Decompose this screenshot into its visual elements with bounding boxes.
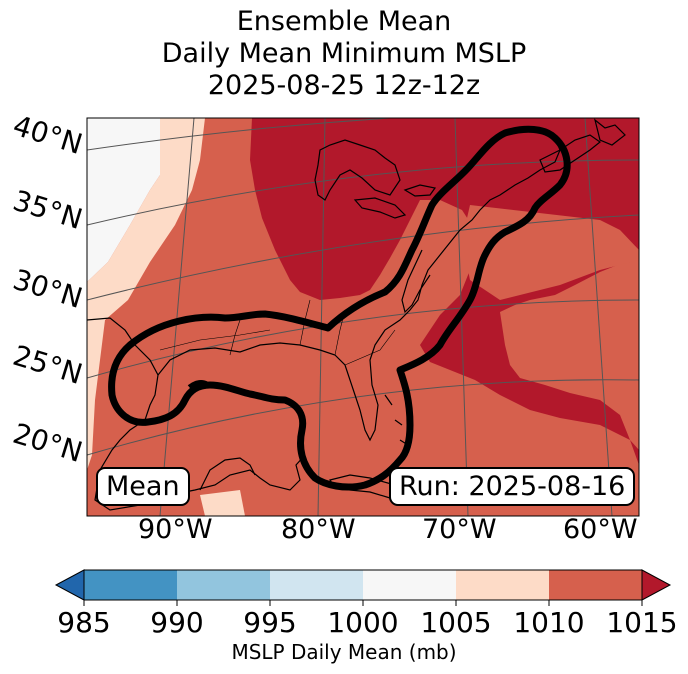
colorbar-1005-1010 bbox=[456, 570, 549, 600]
colorbar-tick-1015: 1015 bbox=[606, 606, 678, 639]
lon-label-70w: 70°W bbox=[422, 514, 497, 545]
parallel-20 bbox=[87, 379, 639, 456]
colorbar-under-arrow bbox=[54, 569, 85, 601]
state-borders bbox=[159, 299, 396, 366]
colorbar-over-arrow bbox=[641, 569, 672, 601]
us-gulf-coast bbox=[157, 127, 561, 442]
inner-contour-gap bbox=[187, 380, 211, 391]
colorbar-1010-1015 bbox=[549, 570, 642, 600]
parallel-30 bbox=[87, 214, 639, 301]
colorbar-tick-995: 995 bbox=[243, 606, 297, 639]
colorbar-990-995 bbox=[177, 570, 270, 600]
mean-label-box: Mean bbox=[96, 467, 190, 506]
yucatan bbox=[199, 457, 256, 491]
lon-label-60w: 60°W bbox=[563, 514, 638, 545]
colorbar-tick-1000: 1000 bbox=[327, 606, 399, 639]
map-frame bbox=[86, 117, 640, 517]
colorbar-tick-990: 990 bbox=[150, 606, 204, 639]
canada-coast bbox=[539, 134, 602, 173]
field-1000-1005 bbox=[87, 118, 160, 282]
gulf-coast bbox=[87, 317, 306, 511]
parallel-35 bbox=[87, 159, 639, 226]
title-line-3: 2025-08-25 12z-12z bbox=[207, 70, 481, 101]
meridian-80 bbox=[317, 118, 326, 516]
colorbar-tick-1005: 1005 bbox=[420, 606, 492, 639]
great-lakes bbox=[314, 139, 401, 201]
colorbar-1000-1005 bbox=[363, 570, 456, 600]
east-coast-detail bbox=[401, 249, 431, 314]
lon-label-80w: 80°W bbox=[281, 514, 356, 545]
field-1005-1010-south bbox=[200, 490, 245, 516]
colorbar-985-990 bbox=[84, 570, 177, 600]
lake-ontario bbox=[403, 184, 437, 197]
lake-erie bbox=[353, 197, 407, 219]
run-date-box: Run: 2025-08-16 bbox=[389, 467, 636, 506]
parallel-25 bbox=[87, 299, 639, 379]
title-line-2: Daily Mean Minimum MSLP bbox=[161, 38, 527, 69]
colorbar-ticks bbox=[83, 600, 643, 606]
meridian-90 bbox=[159, 118, 195, 516]
colorbar-tick-1010: 1010 bbox=[513, 606, 585, 639]
nova-scotia bbox=[593, 118, 626, 146]
meridian-60 bbox=[584, 118, 613, 516]
highlight-contour bbox=[108, 125, 571, 491]
colorbar-tick-985: 985 bbox=[57, 606, 111, 639]
lon-label-90w: 90°W bbox=[138, 514, 213, 545]
colorbar-label: MSLP Daily Mean (mb) bbox=[231, 640, 457, 664]
parallel-40 bbox=[87, 118, 399, 151]
title-line-1: Ensemble Mean bbox=[236, 6, 452, 37]
colorbar-995-1000 bbox=[270, 570, 363, 600]
